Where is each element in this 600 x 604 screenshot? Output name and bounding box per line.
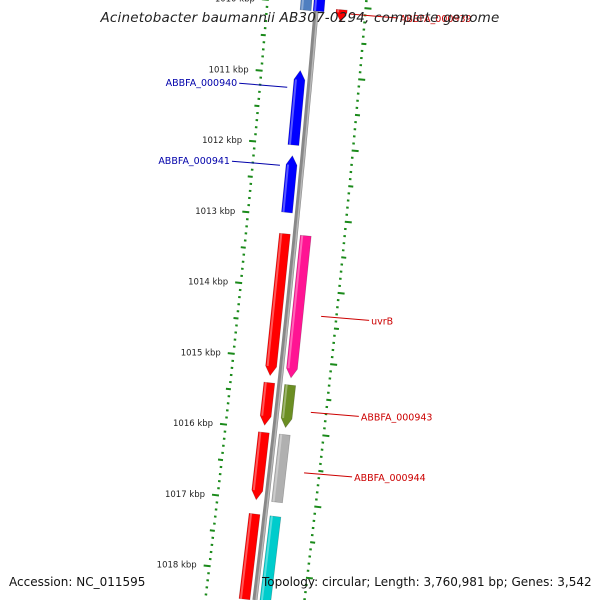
outer-minor-tick [326, 400, 331, 401]
ruler-label: 1017 kbp [165, 490, 205, 500]
gene-label: ABBFA_000943 [361, 412, 433, 423]
label-leader-line [311, 412, 359, 416]
label-leader-line [304, 473, 352, 477]
map-title: Acinetobacter baumannii AB307-0294, comp… [0, 10, 600, 26]
label-leader-line [321, 316, 369, 320]
outer-minor-tick [310, 542, 315, 543]
outer-minor-tick [334, 329, 339, 330]
ruler-label: 1015 kbp [181, 348, 221, 358]
gene-feature [260, 382, 275, 425]
ruler-label: 1012 kbp [202, 136, 242, 146]
inner-major-tick [212, 495, 219, 496]
outer-major-tick [330, 364, 337, 365]
ruler-label: 1013 kbp [195, 207, 235, 217]
gene-label: ABBFA_000944 [354, 473, 426, 484]
outer-major-tick [322, 435, 329, 436]
gene-label: uvrB [371, 316, 393, 327]
inner-major-tick [220, 424, 227, 425]
inner-minor-tick [233, 318, 238, 319]
genome-backbone [255, 0, 318, 600]
accession-text: Accession: NC_011595 [9, 575, 145, 589]
outer-major-tick [314, 507, 321, 508]
outer-minor-tick [318, 471, 323, 472]
outer-major-tick [345, 222, 352, 223]
gene-label: ABBFA_000940 [166, 78, 238, 89]
outer-major-tick [364, 8, 371, 9]
label-leader-line [232, 161, 280, 165]
outer-major-tick [338, 293, 345, 294]
inner-major-tick [242, 212, 249, 213]
inner-major-tick [228, 353, 235, 354]
gene-labels: ABBFA_000939ABBFA_000940ABBFA_000941uvrB… [158, 14, 471, 484]
gene-label: ABBFA_000941 [158, 156, 230, 167]
inner-major-tick [249, 141, 256, 142]
gene-feature-highlight [302, 0, 303, 10]
gene-feature [281, 384, 296, 427]
inner-minor-tick [210, 530, 215, 531]
inner-major-tick [235, 282, 242, 283]
outer-minor-tick [341, 257, 346, 258]
label-leader-line [239, 83, 287, 87]
outer-tick-ring [302, 0, 372, 600]
outer-major-tick [358, 79, 365, 80]
inner-major-tick [204, 565, 211, 566]
gene-features [239, 0, 347, 600]
outer-major-tick [352, 151, 359, 152]
inner-major-tick [256, 70, 263, 71]
ruler-label: 1016 kbp [173, 419, 213, 429]
ruler-label: 1010 kbp [215, 0, 255, 5]
inner-minor-tick [218, 460, 223, 461]
ruler-label: 1014 kbp [188, 278, 228, 288]
inner-minor-tick [241, 247, 246, 248]
topology-text: Topology: circular; Length: 3,760,981 bp… [262, 575, 592, 589]
ruler-label: 1011 kbp [209, 65, 249, 75]
backbone-line [255, 0, 317, 600]
inner-minor-tick [226, 389, 231, 390]
ruler-label: 1018 kbp [157, 561, 197, 571]
inner-tick-ring [201, 0, 270, 600]
